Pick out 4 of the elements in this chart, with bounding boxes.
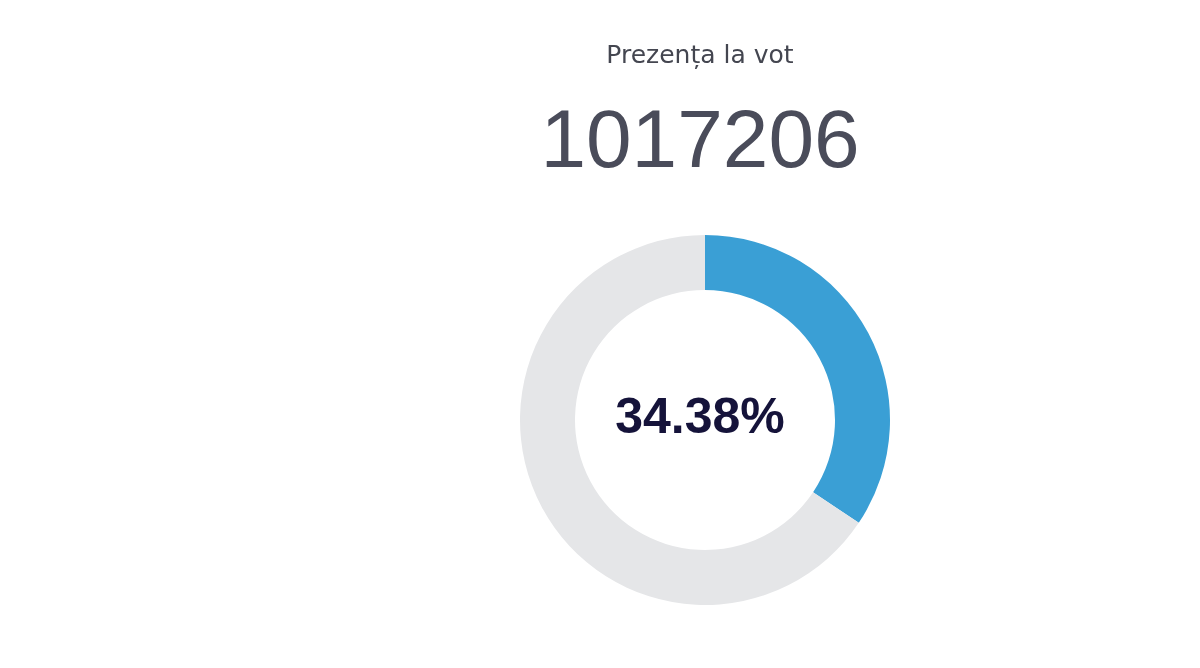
donut-slice <box>520 235 859 605</box>
chart-subtitle: 1017206 <box>539 92 861 186</box>
text: 34.38% <box>615 388 785 444</box>
chart-title: Prezența la vot <box>605 40 795 69</box>
